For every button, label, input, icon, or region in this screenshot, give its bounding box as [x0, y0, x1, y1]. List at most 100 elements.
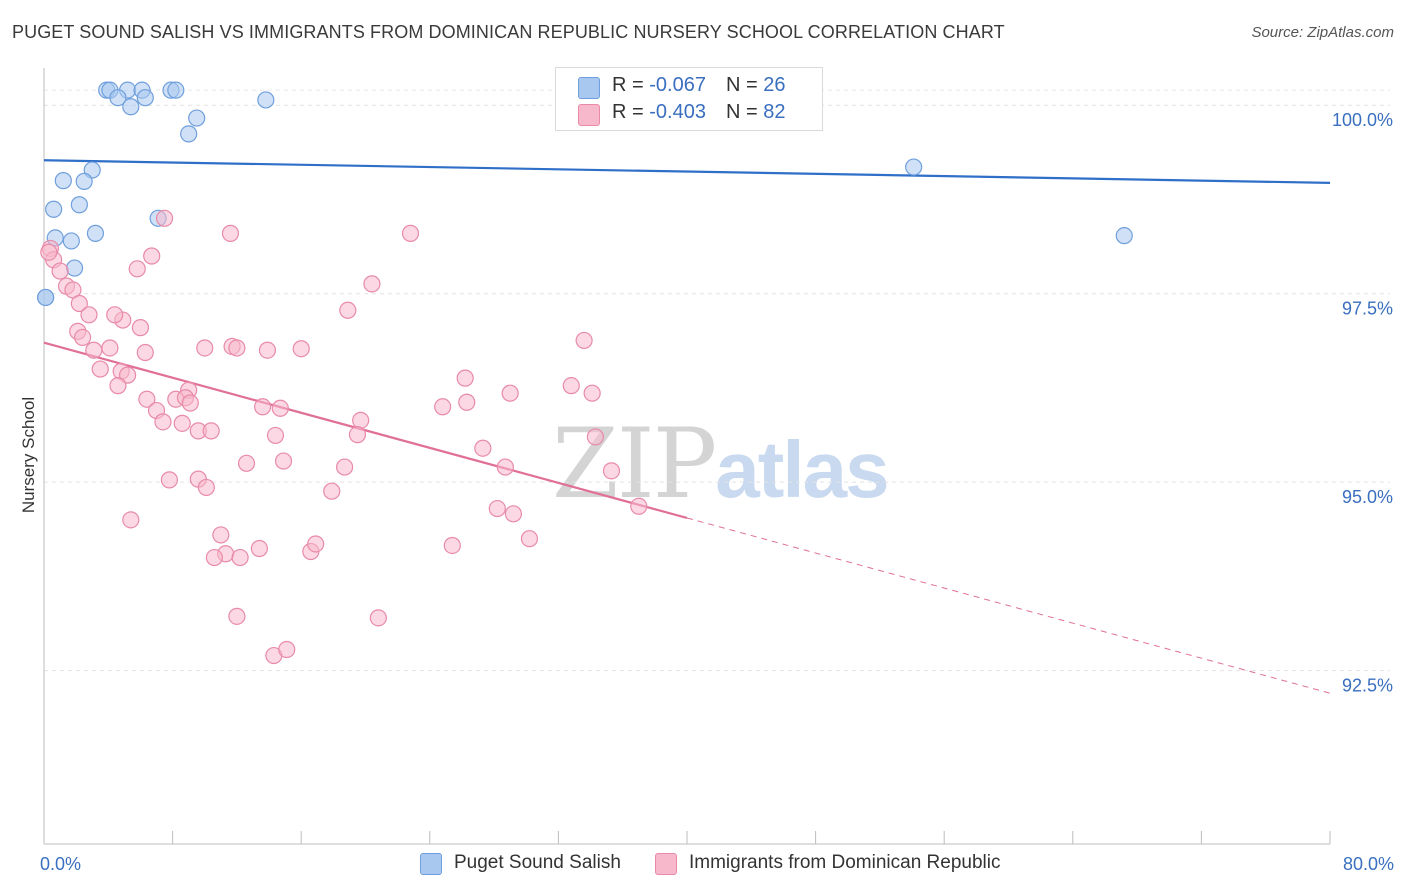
point-series1-56: [274, 452, 293, 470]
bottom-legend-swatch-dominican: [655, 853, 677, 875]
point-series1-52: [266, 426, 285, 445]
point-series0-13: [54, 172, 72, 190]
point-series0-18: [86, 224, 105, 242]
point-series1-75: [443, 536, 461, 555]
chart-title: PUGET SOUND SALISH VS IMMIGRANTS FROM DO…: [12, 22, 1005, 42]
point-series0-8: [136, 89, 154, 107]
point-series0-10: [188, 109, 206, 127]
point-series1-26: [292, 340, 310, 358]
point-series1-15: [106, 306, 124, 324]
legend-n-value: 82: [763, 101, 786, 123]
point-series1-27: [575, 331, 593, 350]
legend-n-label: N =: [725, 101, 764, 123]
point-series1-58: [496, 458, 514, 476]
trend-line-1-dashed: [686, 517, 1331, 694]
point-series0-11: [180, 125, 198, 143]
point-series1-13: [80, 306, 98, 324]
y-tick-label-0: 100.0%: [1332, 110, 1393, 130]
point-series0-16: [45, 200, 63, 218]
bottom-legend-swatch-salish: [420, 853, 442, 875]
point-series1-6: [155, 209, 174, 227]
point-series1-77: [228, 607, 246, 625]
point-series1-64: [488, 499, 506, 518]
point-series1-7: [221, 224, 240, 242]
point-series1-55: [237, 454, 256, 472]
point-series0-14: [75, 172, 93, 190]
bottom-legend-label-dominican: Immigrants from Dominican Republic: [689, 852, 1001, 873]
point-series1-48: [352, 411, 370, 429]
watermark-atlas: atlas: [715, 425, 889, 514]
point-series1-76: [520, 530, 539, 548]
point-series1-71: [231, 548, 249, 567]
point-series1-11: [363, 275, 381, 293]
point-series0-15: [70, 196, 88, 214]
point-series1-8: [401, 224, 420, 242]
point-series0-19: [62, 232, 80, 250]
point-series1-80: [278, 640, 296, 659]
legend-swatch-dominican: [578, 104, 600, 126]
point-series1-66: [630, 497, 648, 515]
point-series1-31: [456, 369, 474, 387]
point-series1-46: [154, 413, 172, 431]
point-series1-5: [70, 294, 88, 313]
point-series1-25: [258, 341, 277, 359]
point-series1-37: [181, 394, 199, 412]
point-series1-59: [602, 462, 621, 480]
point-series1-34: [138, 390, 156, 408]
point-series0-7: [122, 98, 140, 116]
data-points: [37, 81, 1133, 665]
trend-line-1-solid: [43, 341, 688, 520]
legend-swatch-salish: [578, 77, 600, 99]
point-series1-41: [434, 398, 452, 416]
point-series1-43: [583, 384, 601, 402]
point-series1-9: [143, 247, 161, 265]
point-series1-24: [228, 339, 246, 357]
point-series0-5: [167, 81, 185, 99]
y-axis-label: Nursery School: [19, 397, 38, 513]
point-series1-62: [197, 478, 215, 497]
point-series0-21: [65, 259, 84, 277]
point-series1-32: [109, 377, 127, 395]
point-series1-72: [250, 539, 269, 558]
point-series1-18: [73, 328, 92, 347]
point-series1-21: [136, 343, 154, 362]
y-tick-label-1: 97.5%: [1342, 299, 1393, 319]
point-series1-74: [307, 535, 325, 553]
legend-r-value: -0.403: [649, 101, 706, 123]
point-series1-63: [323, 482, 341, 500]
point-series0-25: [37, 288, 55, 307]
x-tick-label-1: 80.0%: [1343, 854, 1394, 874]
y-tick-label-2: 95.0%: [1342, 487, 1393, 507]
point-series1-60: [160, 471, 178, 489]
point-series0-9: [257, 91, 275, 109]
point-series1-12: [339, 301, 357, 319]
source-label: Source: ZipAtlas.com: [1251, 24, 1394, 41]
point-series1-68: [212, 526, 230, 544]
point-series0-23: [905, 158, 923, 176]
point-series1-67: [122, 511, 140, 529]
legend-text-salish: R = -0.067 N = 26: [612, 74, 785, 97]
point-series1-39: [254, 398, 272, 416]
point-series1-54: [586, 428, 604, 446]
point-series1-78: [369, 609, 387, 627]
point-series1-45: [562, 377, 580, 395]
tick-labels: 100.0% 97.5% 95.0% 92.5% 0.0% 80.0% Nursery Sc…: [19, 110, 1394, 874]
point-series1-19: [85, 341, 103, 359]
legend-r-value: -0.067: [649, 74, 706, 96]
legend-n-value: 26: [763, 74, 786, 96]
point-series1-65: [504, 505, 522, 523]
point-series0-24: [1115, 227, 1133, 245]
point-series1-44: [501, 384, 519, 402]
point-series1-2: [51, 262, 69, 280]
point-series1-28: [91, 360, 109, 378]
point-series1-50: [202, 422, 220, 440]
point-series1-51: [348, 426, 367, 444]
point-series1-22: [196, 339, 214, 357]
point-series1-42: [458, 393, 476, 411]
point-series0-6: [109, 89, 127, 107]
point-series1-10: [128, 260, 146, 278]
axes: [43, 68, 1331, 845]
point-series1-47: [173, 414, 191, 432]
grid-lines: [44, 89, 1390, 672]
